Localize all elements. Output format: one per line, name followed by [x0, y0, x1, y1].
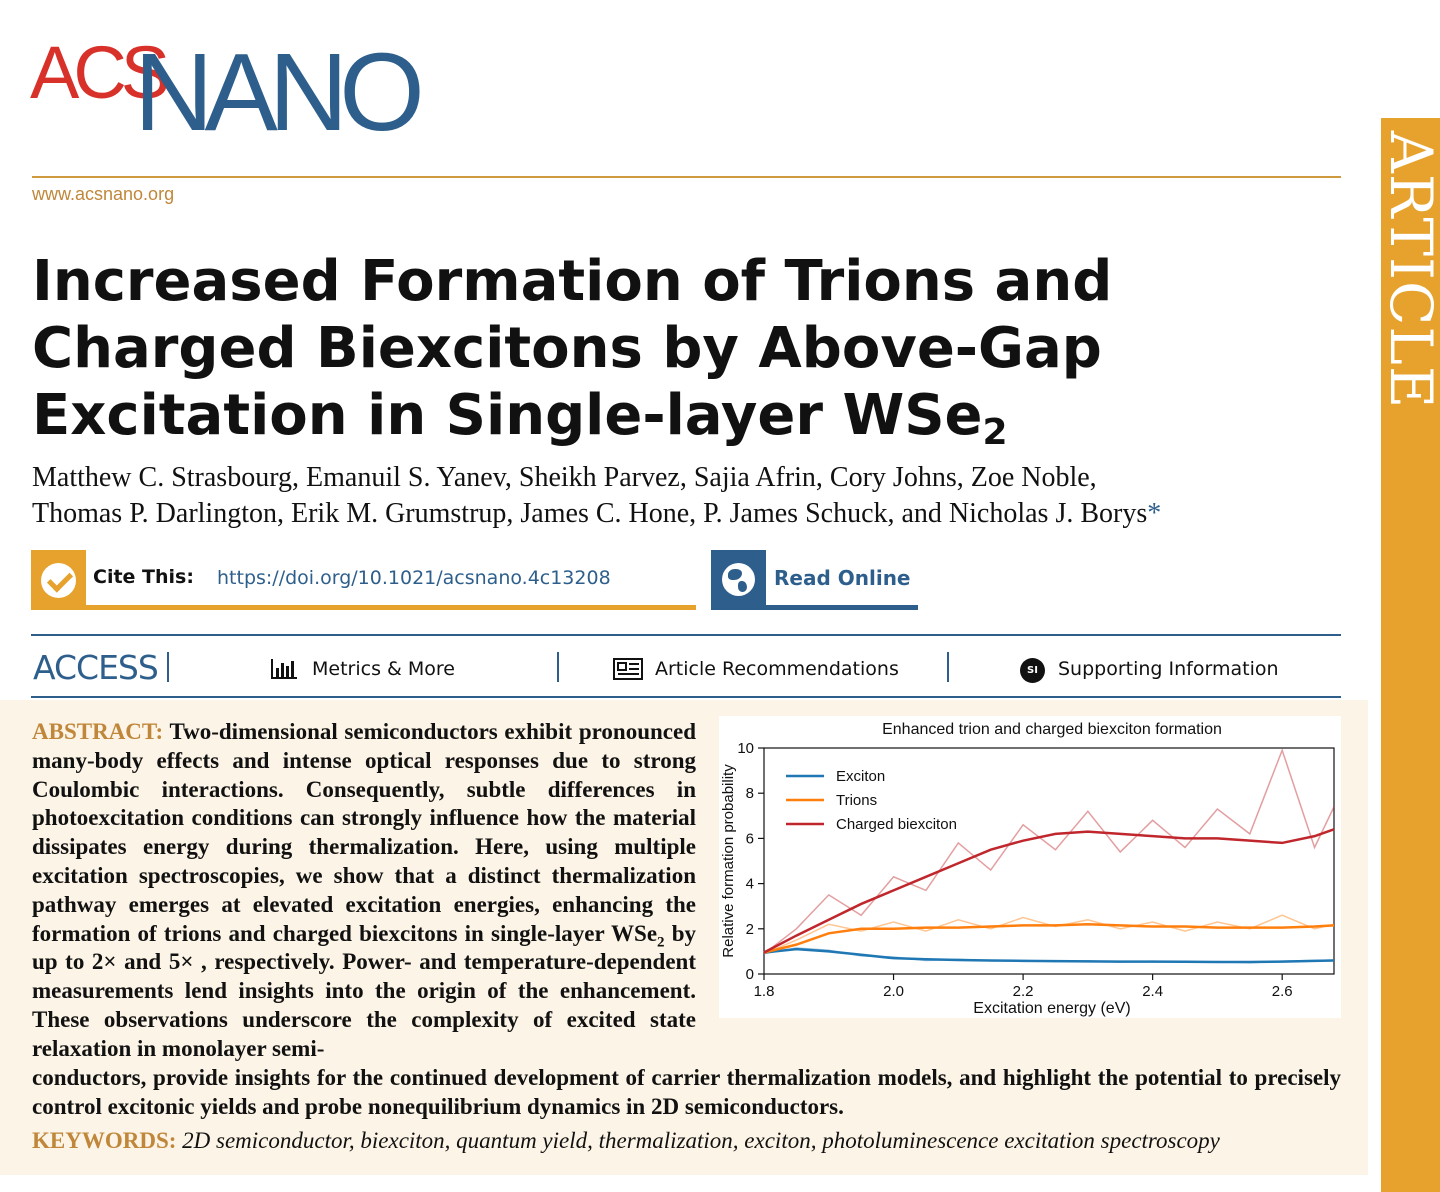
supporting-information-link[interactable]: Supporting Information: [1058, 658, 1279, 680]
y-tick-label: 8: [746, 785, 754, 802]
author-list: Matthew C. Strasbourg, Emanuil S. Yanev,…: [32, 460, 1352, 532]
globe-icon: [722, 563, 755, 596]
access-divider: [557, 652, 559, 682]
y-tick-label: 6: [746, 830, 754, 847]
keywords: KEYWORDS: 2D semiconductor, biexciton, q…: [32, 1128, 1352, 1154]
abstract-continuation: conductors, provide insights for the con…: [32, 1065, 1341, 1119]
access-divider: [167, 652, 169, 682]
series-line-exciton: [763, 947, 1335, 964]
abstract-body-a: Two-dimensional semiconductors exhibit p…: [32, 719, 696, 946]
y-tick-label: 4: [746, 876, 754, 893]
cite-icon-container: [31, 550, 86, 610]
side-tab-label: ARTICLE: [1376, 130, 1440, 410]
authors-line-2: Thomas P. Darlington, Erik M. Grumstrup,…: [32, 498, 1148, 529]
x-tick-label: 2.2: [1013, 983, 1034, 1000]
article-title: Increased Formation of Trions and Charge…: [32, 248, 1352, 451]
doi-link[interactable]: https://doi.org/10.1021/acsnano.4c13208: [217, 567, 611, 589]
x-tick-label: 1.8: [754, 983, 775, 1000]
x-tick-label: 2.0: [883, 983, 904, 1000]
y-tick-label: 10: [737, 740, 754, 757]
metrics-more-link[interactable]: Metrics & More: [312, 658, 455, 680]
cite-label: Cite This:: [93, 566, 194, 588]
y-axis-label: Relative formation probability: [720, 764, 737, 958]
formation-probability-chart: Enhanced trion and charged biexciton for…: [720, 721, 1335, 1017]
x-axis-label: Excitation energy (eV): [973, 1000, 1130, 1017]
abstract-text: ABSTRACT: Two-dimensional semiconductors…: [32, 718, 696, 1064]
y-tick-label: 0: [746, 966, 754, 983]
logo-nano: NANO: [134, 31, 425, 154]
supporting-info-icon[interactable]: SI: [1020, 658, 1045, 683]
abstract-body-b: by up to 2× and 5× , respectively. Power…: [32, 920, 696, 1061]
read-online-button[interactable]: Read Online: [711, 550, 918, 610]
logo-acs: ACS: [30, 31, 170, 114]
x-tick-label: 2.6: [1272, 983, 1293, 1000]
title-main: Increased Formation of Trions and Charge…: [32, 249, 1113, 448]
toc-graphic-chart: Enhanced trion and charged biexciton for…: [719, 716, 1341, 1018]
bar-chart-icon[interactable]: [270, 658, 298, 680]
plot-frame: [763, 747, 1335, 975]
chart-title: Enhanced trion and charged biexciton for…: [882, 721, 1222, 738]
header-rule: [32, 176, 1341, 178]
read-underline: [711, 605, 918, 610]
keywords-label: KEYWORDS:: [32, 1128, 177, 1153]
authors-line-1: Matthew C. Strasbourg, Emanuil S. Yanev,…: [32, 462, 1097, 493]
keywords-text: 2D semiconductor, biexciton, quantum yie…: [182, 1128, 1220, 1153]
article-recommendations-icon[interactable]: [613, 658, 643, 680]
abstract-label: ABSTRACT:: [32, 719, 164, 744]
read-icon-container: [711, 550, 766, 610]
access-bar: ACCESS Metrics & More Article Recommenda…: [31, 634, 1341, 698]
legend-label: Trions: [836, 792, 877, 809]
cite-this-box[interactable]: Cite This: https://doi.org/10.1021/acsna…: [31, 550, 696, 610]
x-tick-label: 2.4: [1142, 983, 1163, 1000]
site-url[interactable]: www.acsnano.org: [32, 184, 175, 204]
series-line-trions: [763, 923, 1335, 954]
y-tick-label: 2: [746, 921, 754, 938]
access-divider: [947, 652, 949, 682]
article-recommendations-link[interactable]: Article Recommendations: [655, 658, 899, 680]
access-label: ACCESS: [33, 648, 159, 687]
legend-label: Charged biexciton: [836, 816, 957, 833]
corresponding-author-mark[interactable]: *: [1147, 498, 1162, 529]
cite-underline: [31, 605, 696, 610]
read-online-label: Read Online: [774, 566, 911, 590]
title-subscript: 2: [982, 412, 1008, 453]
series-line-charged-biexciton: [763, 828, 1335, 954]
abstract-subscript: 2: [657, 934, 665, 951]
article-side-tab: ARTICLE: [1377, 118, 1440, 1192]
legend-label: Exciton: [836, 768, 885, 785]
series-raw-trions: [763, 914, 1335, 955]
check-circle-icon: [41, 563, 76, 598]
series-raw-charged-biexciton: [763, 748, 1335, 955]
